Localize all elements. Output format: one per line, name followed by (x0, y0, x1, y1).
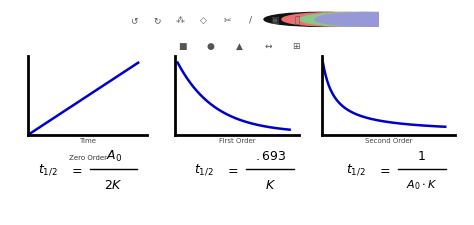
Text: ↺: ↺ (130, 16, 137, 25)
Text: ◇: ◇ (200, 16, 207, 25)
X-axis label: First Order: First Order (219, 138, 255, 144)
Circle shape (282, 13, 394, 27)
Text: concentration: concentration (0, 74, 1, 117)
Text: ⁂: ⁂ (176, 16, 185, 25)
Circle shape (300, 13, 412, 27)
Text: Zero Order: Zero Order (69, 154, 107, 160)
Text: $2K$: $2K$ (104, 178, 123, 191)
Text: $=$: $=$ (377, 163, 391, 176)
Text: $t_{1/2}$: $t_{1/2}$ (194, 162, 214, 177)
Text: $K$: $K$ (264, 178, 276, 191)
Text: ■: ■ (178, 42, 187, 51)
Text: ▲: ▲ (236, 42, 243, 51)
Circle shape (315, 13, 428, 27)
Circle shape (264, 13, 377, 27)
Text: ↔: ↔ (264, 42, 272, 51)
X-axis label: Second Order: Second Order (365, 138, 412, 144)
Text: $1$: $1$ (418, 149, 426, 162)
Text: ↻: ↻ (153, 16, 161, 25)
Text: $A_0$: $A_0$ (106, 148, 122, 163)
Text: $t_{1/2}$: $t_{1/2}$ (346, 162, 365, 177)
Text: ▣: ▣ (270, 16, 278, 25)
Text: ⊞: ⊞ (292, 42, 300, 51)
X-axis label: Time: Time (79, 138, 96, 144)
Text: $=$: $=$ (226, 163, 239, 176)
Text: $A_0 \cdot K$: $A_0 \cdot K$ (406, 178, 438, 191)
Text: $t_{1/2}$: $t_{1/2}$ (37, 162, 57, 177)
Text: $.693$: $.693$ (255, 149, 286, 162)
Text: ⬛: ⬛ (295, 16, 300, 25)
Text: ✂: ✂ (223, 16, 231, 25)
Text: $=$: $=$ (69, 163, 82, 176)
Text: /: / (249, 16, 252, 25)
Text: ●: ● (207, 42, 215, 51)
